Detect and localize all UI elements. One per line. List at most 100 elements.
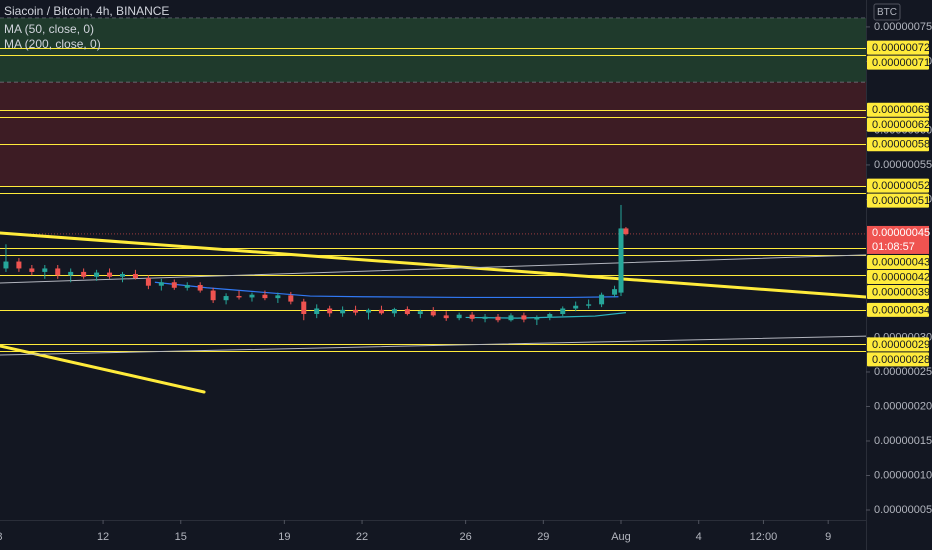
candle-body xyxy=(249,294,255,298)
candle-body xyxy=(55,268,61,276)
candle-body xyxy=(107,272,113,277)
level-label: 0.00000072 xyxy=(872,42,930,54)
candle-body xyxy=(145,278,151,286)
plot-area xyxy=(0,17,868,394)
candle-body xyxy=(586,304,592,306)
countdown: 01:08:57 xyxy=(872,241,915,253)
level-label: 0.00000051 xyxy=(872,195,930,207)
last-price-badge xyxy=(867,225,929,254)
x-tick-label: 8 xyxy=(0,531,3,543)
x-tick-label: 26 xyxy=(460,531,472,543)
level-label: 0.00000058 xyxy=(872,139,930,151)
candle-body xyxy=(184,285,190,288)
price-axis: 0.000000750.000000700.000000600.00000055… xyxy=(866,21,932,516)
candle-body xyxy=(132,273,138,279)
candle-body xyxy=(482,316,488,319)
level-badge xyxy=(867,352,929,367)
candle-body xyxy=(288,295,294,302)
y-tick-label: 0.00000005 xyxy=(874,504,932,516)
candle-body xyxy=(94,272,100,277)
legend-entry: MA (50, close, 0) xyxy=(4,22,94,36)
candle-body xyxy=(495,316,501,321)
candle-body xyxy=(417,311,423,315)
x-tick-label: 22 xyxy=(356,531,368,543)
level-label: 0.00000071 xyxy=(872,57,930,69)
level-label: 0.00000063 xyxy=(872,104,930,116)
level-label: 0.00000034 xyxy=(872,304,930,316)
candle-body xyxy=(378,309,384,314)
level-label: 0.00000043 xyxy=(872,256,930,268)
last-price-label: 0.00000045 xyxy=(872,227,930,239)
candle-body xyxy=(456,314,462,319)
candle-body xyxy=(210,290,216,301)
level-badge xyxy=(867,137,929,152)
level-badge xyxy=(867,178,929,193)
candle-body xyxy=(443,315,449,319)
currency-box xyxy=(873,3,901,21)
candle-body xyxy=(366,309,372,313)
level-badge xyxy=(867,254,929,269)
candle-body xyxy=(197,285,203,291)
y-tick-label: 0.00000075 xyxy=(874,21,932,33)
level-badge xyxy=(867,55,929,70)
level-label: 0.00000062 xyxy=(872,119,930,131)
x-tick-label: 9 xyxy=(825,531,831,543)
candle-body xyxy=(534,317,540,320)
level-badge xyxy=(867,40,929,55)
level-badge xyxy=(867,284,929,299)
zone xyxy=(0,17,866,83)
candle-body xyxy=(612,289,618,295)
x-tick-label: 12:00 xyxy=(750,531,778,543)
trendline xyxy=(0,335,867,356)
x-tick-label: 4 xyxy=(696,531,702,543)
candle-body xyxy=(560,308,566,315)
candle-body xyxy=(430,311,436,316)
candle-body xyxy=(623,228,629,234)
x-tick-label: 12 xyxy=(97,531,109,543)
candle-body xyxy=(469,314,475,319)
candle-body xyxy=(81,271,87,277)
level-label: 0.00000052 xyxy=(872,180,930,192)
candle-body xyxy=(327,308,333,314)
candle-body xyxy=(236,296,242,298)
level-badge xyxy=(867,193,929,208)
candle-body xyxy=(223,296,229,301)
level-badge xyxy=(867,117,929,132)
level-badge xyxy=(867,102,929,117)
candle-body xyxy=(262,294,268,299)
ma-line xyxy=(154,281,619,299)
candle-body xyxy=(68,271,74,276)
candle-body xyxy=(171,282,177,288)
candle-body xyxy=(599,294,605,305)
candle-body xyxy=(158,282,164,286)
candle-body xyxy=(573,305,579,309)
level-badge xyxy=(867,337,929,352)
x-tick-label: Aug xyxy=(611,531,631,543)
legend-entry: MA (200, close, 0) xyxy=(4,37,101,51)
y-tick-label: 0.00000020 xyxy=(874,400,932,412)
x-tick-label: 15 xyxy=(175,531,187,543)
candle-body xyxy=(618,228,624,293)
level-badge xyxy=(867,302,929,317)
candle-body xyxy=(521,315,527,320)
candle-body xyxy=(119,273,125,277)
level-label: 0.00000042 xyxy=(872,271,930,283)
trendline xyxy=(0,231,868,299)
candle-body xyxy=(547,314,553,318)
level-label: 0.00000039 xyxy=(872,286,930,298)
candle-body xyxy=(42,268,48,272)
y-tick-label: 0.00000055 xyxy=(874,159,932,171)
y-tick-label: 0.00000025 xyxy=(874,366,932,378)
y-tick-label: 0.00000015 xyxy=(874,435,932,447)
candle-body xyxy=(29,268,35,272)
candle-body xyxy=(404,309,410,315)
candle-body xyxy=(353,309,359,313)
candle-body xyxy=(275,295,281,299)
candle-body xyxy=(301,301,307,315)
candle-body xyxy=(314,308,320,315)
y-tick-label: 0.00000010 xyxy=(874,469,932,481)
zone xyxy=(0,82,866,188)
candle-body xyxy=(508,315,514,321)
x-tick-label: 19 xyxy=(278,531,290,543)
